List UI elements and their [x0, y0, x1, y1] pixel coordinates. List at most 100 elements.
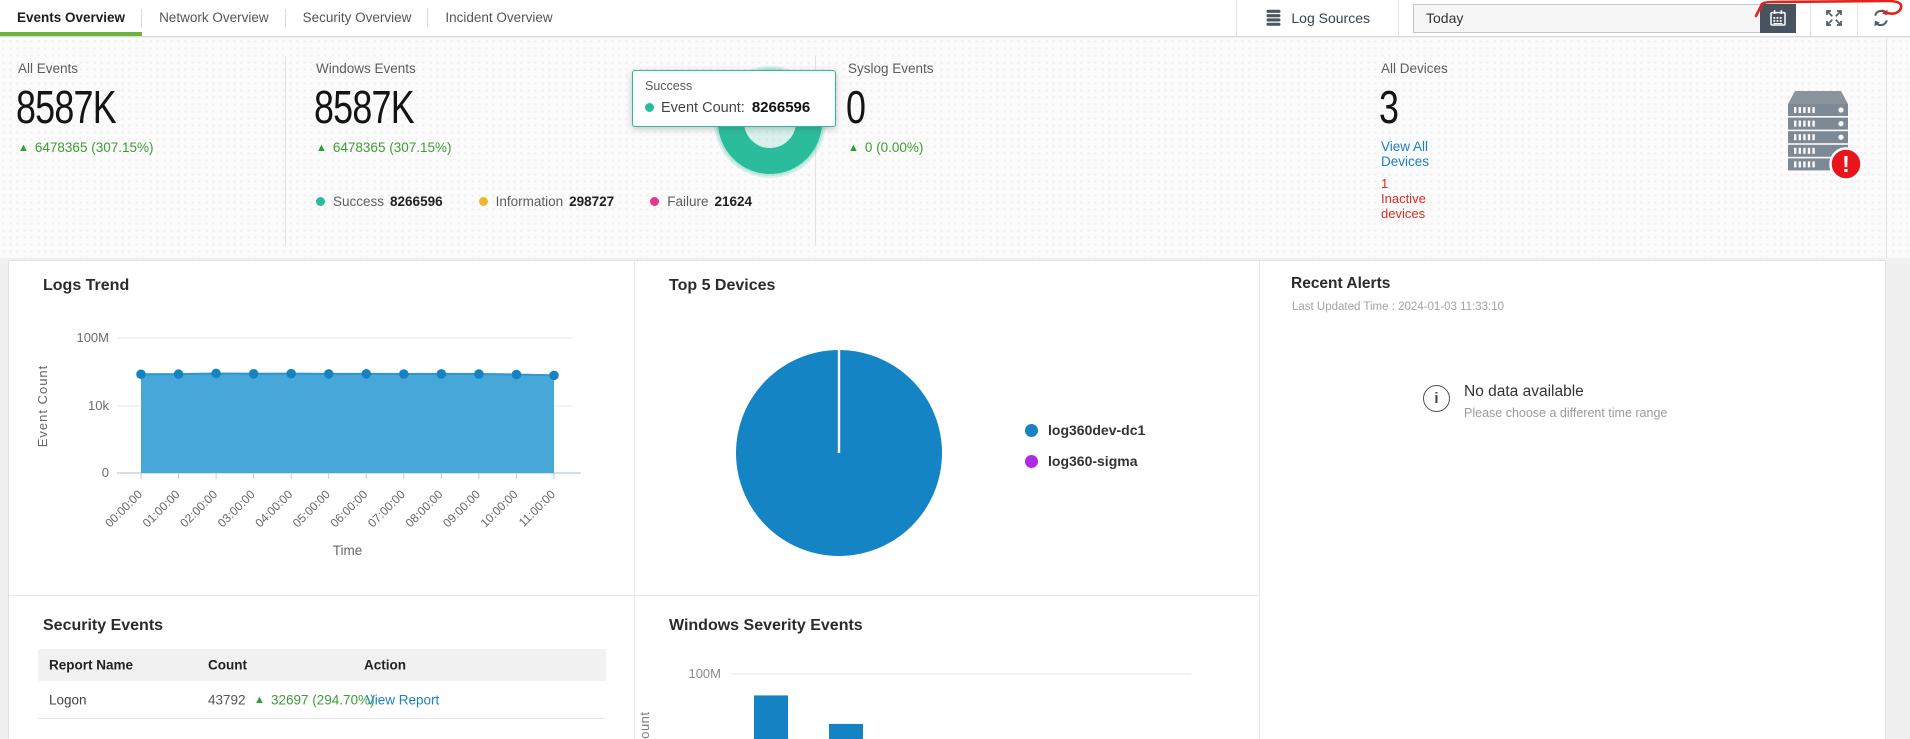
panel-title: Logs Trend [43, 277, 130, 294]
stat-delta: ▲ 0 (0.00%) [848, 140, 923, 155]
refresh-icon [1874, 9, 1888, 27]
top-devices-pie-chart[interactable] [635, 261, 1055, 596]
tab-network-overview[interactable]: Network Overview [142, 0, 286, 36]
divider [285, 56, 286, 246]
legend-item-failure[interactable]: Failure 21624 [650, 194, 752, 209]
topbar-right-cluster: Log Sources Today [1236, 0, 1904, 36]
top-devices-legend: log360dev-dc1 log360-sigma [1025, 422, 1145, 469]
view-all-devices-link[interactable]: View All Devices [1381, 139, 1430, 169]
nav-tabs: Events Overview Network Overview Security … [0, 0, 1910, 36]
date-range-picker[interactable]: Today [1413, 3, 1796, 33]
alert-exclamation-icon: ! [1842, 151, 1850, 177]
col-action: Action [364, 657, 406, 673]
legend-value: 21624 [714, 194, 753, 209]
stat-delta-text: 6478365 (307.15%) [34, 140, 154, 155]
date-range-wrap: Today [1398, 0, 1810, 36]
donut-tooltip: Success Event Count: 8266596 [632, 70, 836, 127]
svg-text:0: 0 [102, 465, 109, 480]
legend-label: log360-sigma [1048, 453, 1138, 469]
tooltip-value: 8266596 [751, 99, 811, 116]
security-events-table: Report Name Count Action Logon 43792 ▲ 3269… [38, 649, 606, 719]
pie-legend-item-log360dev-dc1[interactable]: log360dev-dc1 [1025, 422, 1145, 438]
server-rack-icon: ! [1788, 91, 1863, 181]
svg-text:10:00:00: 10:00:00 [478, 487, 521, 530]
svg-text:Event Count: Event Count [35, 365, 50, 448]
log-sources-button[interactable]: Log Sources [1236, 0, 1398, 36]
panel-title: Recent Alerts [1291, 275, 1391, 292]
security-events-panel: Security Events Report Name Count Action… [9, 597, 635, 739]
legend-value: 298727 [569, 194, 615, 209]
svg-text:11:00:00: 11:00:00 [516, 487, 559, 530]
calendar-icon [1770, 10, 1786, 26]
up-triangle-icon: ▲ [18, 141, 29, 154]
legend-dot [316, 197, 325, 206]
view-report-link[interactable]: View Report [366, 692, 440, 707]
stat-value: 0 [846, 81, 866, 133]
stat-delta: ▲ 6478365 (307.15%) [18, 140, 153, 155]
report-count: 43792 [208, 692, 246, 707]
legend-item-success[interactable]: Success 8266596 [316, 194, 443, 209]
divider [1886, 38, 1887, 258]
tab-incident-overview[interactable]: Incident Overview [428, 0, 569, 36]
svg-text:02:00:00: 02:00:00 [177, 487, 220, 530]
alert-badge [1829, 147, 1863, 181]
up-triangle-icon: ▲ [848, 141, 859, 154]
date-range-value: Today [1426, 9, 1464, 26]
legend-value: 8266596 [390, 194, 443, 209]
svg-text:10k: 10k [88, 398, 109, 413]
stat-value: 3 [1379, 81, 1399, 133]
windows-severity-bar-chart[interactable]: 100M Event Count [635, 645, 1255, 739]
recent-alerts-panel: Recent Alerts Last Updated Time : 2024-0… [1260, 261, 1885, 738]
svg-text:Time: Time [333, 543, 363, 558]
panel-title: Windows Severity Events [669, 617, 863, 634]
logs-trend-chart[interactable]: 100M 10k 0 Event Count 00:00:0001:00:0002:00… [33, 301, 623, 596]
tab-events-overview[interactable]: Events Overview [0, 0, 143, 36]
svg-text:04:00:00: 04:00:00 [252, 487, 295, 530]
svg-text:08:00:00: 08:00:00 [403, 487, 446, 530]
logs-trend-panel: Logs Trend 100M 10k 0 Event Count 00:00:00 01… [9, 261, 635, 596]
stat-delta-text: 0 (0.00%) [864, 140, 924, 155]
stat-label: Syslog Events [848, 61, 934, 76]
svg-text:06:00:00: 06:00:00 [327, 487, 370, 530]
svg-text:00:00:00: 00:00:00 [102, 487, 145, 530]
pie-legend-item-log360-sigma[interactable]: log360-sigma [1025, 453, 1145, 469]
legend-label: Information [495, 194, 564, 209]
legend-item-information[interactable]: Information 298727 [478, 194, 615, 209]
divider [815, 56, 816, 246]
legend-dot [1025, 423, 1038, 437]
svg-text:05:00:00: 05:00:00 [290, 487, 333, 530]
panel-title: Top 5 Devices [669, 277, 776, 294]
security-event-row: Logon 43792 ▲ 32697 (294.70%) View Report [38, 681, 606, 719]
dashboard-panels: Logs Trend 100M 10k 0 Event Count 00:00:00 01… [8, 260, 1886, 739]
stat-label: Windows Events [316, 61, 416, 76]
up-triangle-icon: ▲ [316, 141, 327, 154]
col-count: Count [208, 657, 247, 673]
calendar-button[interactable] [1760, 3, 1796, 33]
inactive-devices-label: 1 Inactive devices [1381, 176, 1426, 221]
tooltip-series-dot [645, 103, 654, 112]
stat-value: 8587K [314, 81, 415, 133]
no-data-state: i No data available Please choose a diff… [1423, 383, 1667, 420]
tooltip-series-name: Success [645, 79, 693, 93]
legend-label: Failure [667, 194, 709, 209]
top-navigation-bar: Events Overview Network Overview Security … [0, 0, 1910, 37]
svg-text:07:00:00: 07:00:00 [365, 487, 408, 530]
up-triangle-icon: ▲ [254, 693, 265, 706]
last-updated-time: Last Updated Time : 2024-01-03 11:33:10 [1292, 301, 1505, 313]
database-icon [1266, 9, 1281, 26]
stat-label: All Devices [1381, 61, 1448, 76]
info-icon: i [1423, 385, 1450, 412]
no-data-subtitle: Please choose a different time range [1464, 406, 1668, 420]
legend-dot [650, 197, 660, 206]
svg-text:100M: 100M [688, 666, 721, 681]
refresh-button[interactable] [1857, 0, 1904, 36]
legend-label: Success [333, 194, 385, 209]
stat-label: All Events [18, 61, 79, 76]
fullscreen-button[interactable] [1810, 0, 1857, 36]
tab-security-overview[interactable]: Security Overview [286, 0, 429, 36]
report-name: Logon [49, 692, 87, 707]
fullscreen-expand-icon [1826, 10, 1842, 26]
legend-dot [478, 197, 488, 206]
summary-stats-strip: All Events 8587K ▲ 6478365 (307.15%) Win… [0, 38, 1910, 258]
